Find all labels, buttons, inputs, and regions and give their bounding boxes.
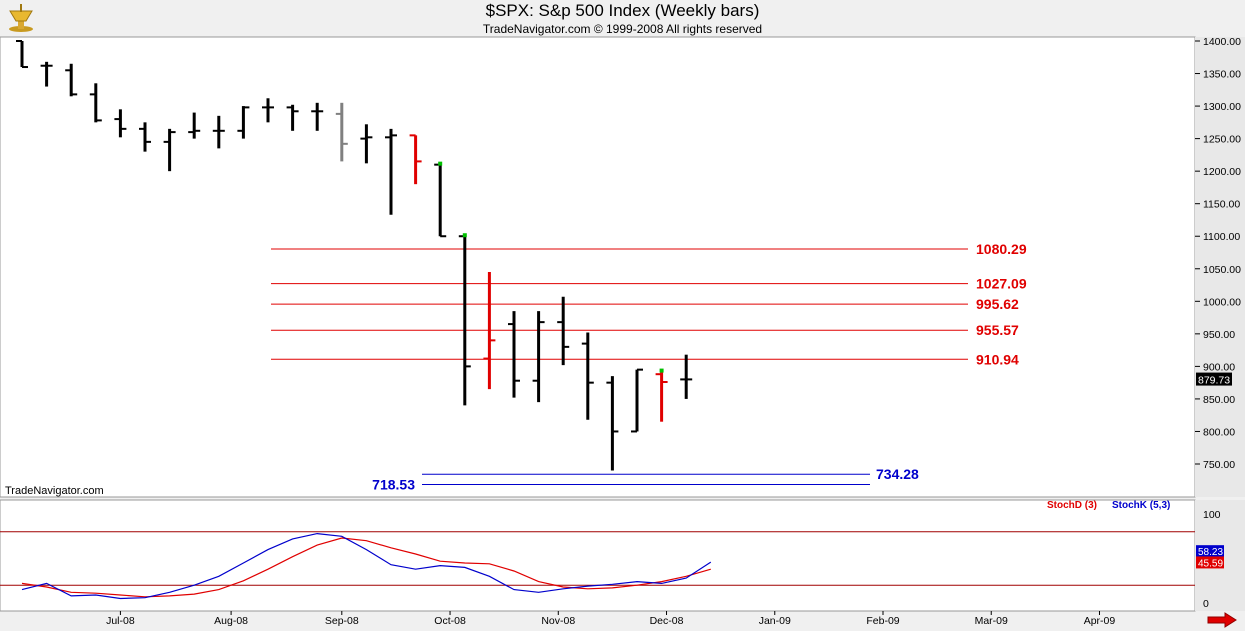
price-axis-label: 800.00: [1203, 426, 1235, 438]
legend-stoch-d: StochD (3): [1047, 500, 1097, 511]
date-axis-label: Jan-09: [759, 615, 791, 627]
date-axis-label: Nov-08: [541, 615, 575, 627]
price-axis-label: 1000.00: [1203, 296, 1241, 308]
price-axis-label: 1250.00: [1203, 134, 1241, 146]
price-axis-label: 1050.00: [1203, 264, 1241, 276]
date-axis-label: Sep-08: [325, 615, 359, 627]
price-axis-label: 950.00: [1203, 329, 1235, 341]
stoch-k-value-box: [1196, 545, 1224, 558]
chart-title: $SPX: S&p 500 Index (Weekly bars): [485, 1, 760, 20]
ohlc-bar: [16, 40, 28, 69]
signal-marker: [659, 368, 664, 373]
ohlc-bar: [65, 63, 78, 97]
last-price-label: 879.73: [1198, 375, 1230, 387]
trophy-logo-icon: [9, 4, 33, 32]
date-axis-label: Mar-09: [975, 615, 1008, 627]
legend-stoch-k: StochK (5,3): [1112, 500, 1170, 511]
ohlc-bar: [212, 115, 225, 149]
stoch-d-value: 45.59: [1198, 558, 1223, 569]
main-price-axis: [1195, 37, 1245, 497]
retracement-label: 955.57: [976, 322, 1019, 338]
ohlc-bar: [606, 376, 619, 471]
retracement-label: 1080.29: [976, 241, 1027, 257]
date-axis-label: Aug-08: [214, 615, 248, 627]
ohlc-bar: [89, 83, 102, 123]
ohlc-bar: [557, 296, 570, 366]
ohlc-bar: [114, 109, 127, 138]
ohlc-bar: [335, 102, 348, 162]
stoch-d-line: [21, 537, 711, 598]
ohlc-bar: [40, 61, 53, 87]
price-axis-label: 1200.00: [1203, 166, 1241, 178]
ohlc-bar: [262, 98, 274, 123]
support-label: 734.28: [876, 466, 919, 482]
stoch-axis-label: 0: [1203, 598, 1209, 610]
ohlc-bar: [655, 371, 668, 422]
retracement-label: 910.94: [976, 351, 1019, 367]
price-axis-label: 850.00: [1203, 394, 1235, 406]
retracement-label: 1027.09: [976, 276, 1027, 292]
price-axis-label: 1300.00: [1203, 101, 1241, 113]
chart-subtitle: TradeNavigator.com © 1999-2008 All right…: [482, 22, 763, 36]
ohlc-bar: [286, 104, 299, 131]
ohlc-bar: [581, 332, 594, 420]
price-axis-label: 1100.00: [1203, 231, 1240, 243]
ohlc-bar: [508, 311, 520, 398]
signal-marker: [462, 233, 467, 238]
date-axis-label: Feb-09: [866, 615, 899, 627]
stoch-d-value-box: [1196, 556, 1224, 569]
ohlc-bar: [311, 102, 324, 131]
date-axis-label: Apr-09: [1084, 615, 1116, 627]
ohlc-bar: [385, 128, 397, 215]
date-axis-label: Jul-08: [106, 615, 135, 627]
watermark: TradeNavigator.com: [5, 485, 104, 497]
ohlc-bar: [680, 354, 693, 399]
ohlc-bar: [532, 311, 545, 403]
ohlc-bar: [409, 134, 422, 185]
price-axis-label: 1350.00: [1203, 69, 1241, 81]
ohlc-bar: [139, 122, 151, 152]
support-label: 718.53: [372, 476, 415, 492]
retracement-label: 995.62: [976, 296, 1019, 312]
price-axis-label: 1400.00: [1203, 36, 1241, 48]
date-axis-label: Dec-08: [650, 615, 684, 627]
ohlc-bar: [188, 112, 201, 139]
date-axis-label: Oct-08: [434, 615, 466, 627]
last-price-box: [1196, 372, 1232, 386]
ohlc-bar: [163, 128, 176, 172]
ohlc-bar: [483, 272, 496, 390]
price-axis-label: 750.00: [1203, 459, 1235, 471]
stoch-k-line: [21, 532, 712, 600]
main-plot-area: [0, 36, 1196, 498]
ohlc-bar: [631, 368, 643, 433]
ohlc-bar: [237, 106, 250, 139]
stoch-axis-label: 100: [1203, 509, 1221, 521]
stoch-k-value: 58.23: [1198, 547, 1223, 558]
ohlc-bar: [360, 124, 373, 164]
stoch-plot-area: [0, 499, 1196, 612]
signal-marker: [438, 161, 443, 166]
scroll-right-arrow-icon[interactable]: [1207, 612, 1237, 628]
price-axis-label: 900.00: [1203, 361, 1235, 373]
price-axis-label: 1150.00: [1203, 199, 1240, 211]
